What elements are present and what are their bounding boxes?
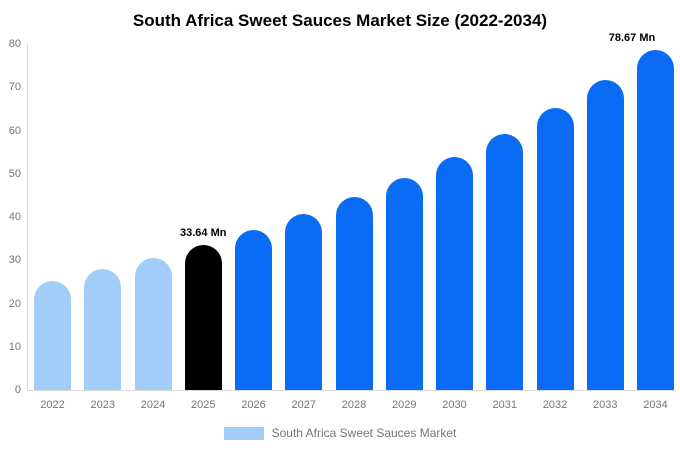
bar-2033: [586, 80, 624, 390]
bar-2024: [134, 257, 172, 390]
bar-2032: [536, 108, 574, 390]
bar-2034: [637, 49, 674, 390]
y-axis-line: [27, 44, 28, 390]
x-tick-label: 2031: [492, 399, 517, 411]
x-tick-label: 2024: [140, 399, 166, 411]
x-tick-label: 2029: [392, 399, 417, 411]
y-tick-label: 10: [8, 340, 21, 353]
x-tick-label: 2032: [542, 399, 568, 411]
y-tick-label: 20: [8, 297, 21, 310]
value-label-2025: 33.64 Mn: [180, 226, 227, 239]
y-tick-label: 40: [8, 211, 21, 223]
bar-2026: [235, 229, 272, 390]
y-tick-label: 80: [8, 38, 21, 50]
x-tick-label: 2026: [241, 399, 266, 411]
bar-2027: [285, 214, 323, 390]
x-tick-label: 2028: [341, 399, 367, 411]
bar-2023: [84, 269, 122, 390]
bar-2028: [335, 196, 373, 390]
y-tick-label: 50: [8, 167, 21, 180]
x-tick-label: 2022: [40, 399, 65, 411]
x-tick-label: 2033: [593, 399, 618, 411]
legend-label: South Africa Sweet Sauces Market: [271, 426, 457, 440]
y-tick-label: 70: [8, 81, 21, 94]
y-tick-label: 30: [8, 254, 21, 267]
chart-title: South Africa Sweet Sauces Market Size (2…: [132, 11, 548, 30]
x-tick-label: 2025: [191, 399, 216, 411]
x-tick-label: 2034: [643, 399, 668, 411]
value-label-2034: 78.67 Mn: [608, 31, 656, 44]
bar-2031: [486, 133, 524, 390]
x-tick-label: 2023: [90, 399, 115, 411]
bar-2022: [34, 280, 71, 390]
y-tick-label: 0: [14, 384, 21, 396]
legend-swatch: [223, 426, 264, 440]
x-tick-label: 2027: [291, 399, 316, 411]
legend: South Africa Sweet Sauces Market: [0, 426, 680, 440]
bar-2029: [385, 177, 423, 390]
x-tick-label: 2030: [442, 399, 467, 411]
bar-2025: [184, 244, 222, 390]
y-tick-label: 60: [8, 124, 21, 137]
bar-2030: [436, 156, 473, 390]
x-axis-line: [27, 390, 676, 391]
